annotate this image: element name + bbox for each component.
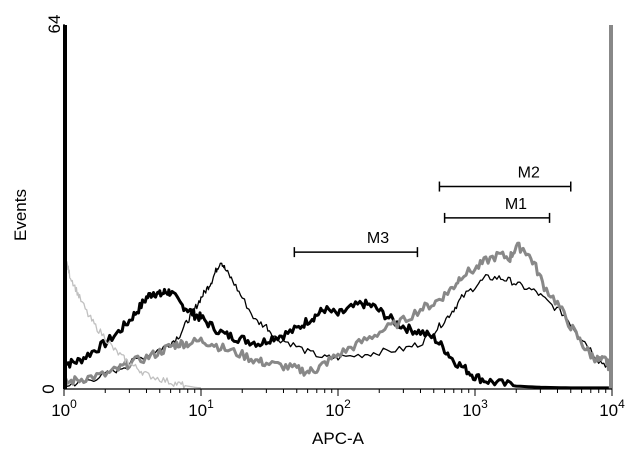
gates: M1 M2 M3: [293, 165, 572, 258]
y-tick-label: 64: [45, 15, 64, 34]
x-tick-label: 101: [188, 397, 214, 420]
x-tick-exponent: 4: [618, 397, 625, 411]
y-tick-label: 0: [39, 384, 58, 393]
series-3-line: [63, 241, 611, 386]
x-tick-label: 102: [325, 397, 351, 420]
x-tick-exponent: 1: [207, 397, 214, 411]
y-axis-label: Events: [11, 189, 30, 241]
x-tick-base: 10: [51, 401, 70, 420]
x-tick-exponent: 3: [481, 397, 488, 411]
x-tick-exponent: 2: [344, 397, 351, 411]
x-tick-label: 104: [599, 397, 625, 420]
gate-m3: M3: [293, 230, 419, 258]
x-axis-label: APC-A: [312, 429, 365, 448]
series-1-line: [63, 287, 609, 390]
x-tick-exponent: 0: [70, 397, 77, 411]
gate-label: M2: [518, 165, 540, 182]
gate-m2: M2: [438, 165, 572, 192]
gate-label: M1: [505, 196, 527, 213]
plot-lines: [63, 241, 611, 390]
x-tick-base: 10: [325, 401, 344, 420]
gate-m1: M1: [443, 196, 551, 223]
series-4-line: [63, 255, 202, 389]
x-tick-label: 100: [51, 397, 77, 420]
x-tick-base: 10: [188, 401, 207, 420]
x-tick-base: 10: [462, 401, 481, 420]
gate-label: M3: [367, 230, 389, 247]
x-tick-label: 103: [462, 397, 488, 420]
x-tick-base: 10: [599, 401, 618, 420]
axes: [63, 24, 613, 396]
